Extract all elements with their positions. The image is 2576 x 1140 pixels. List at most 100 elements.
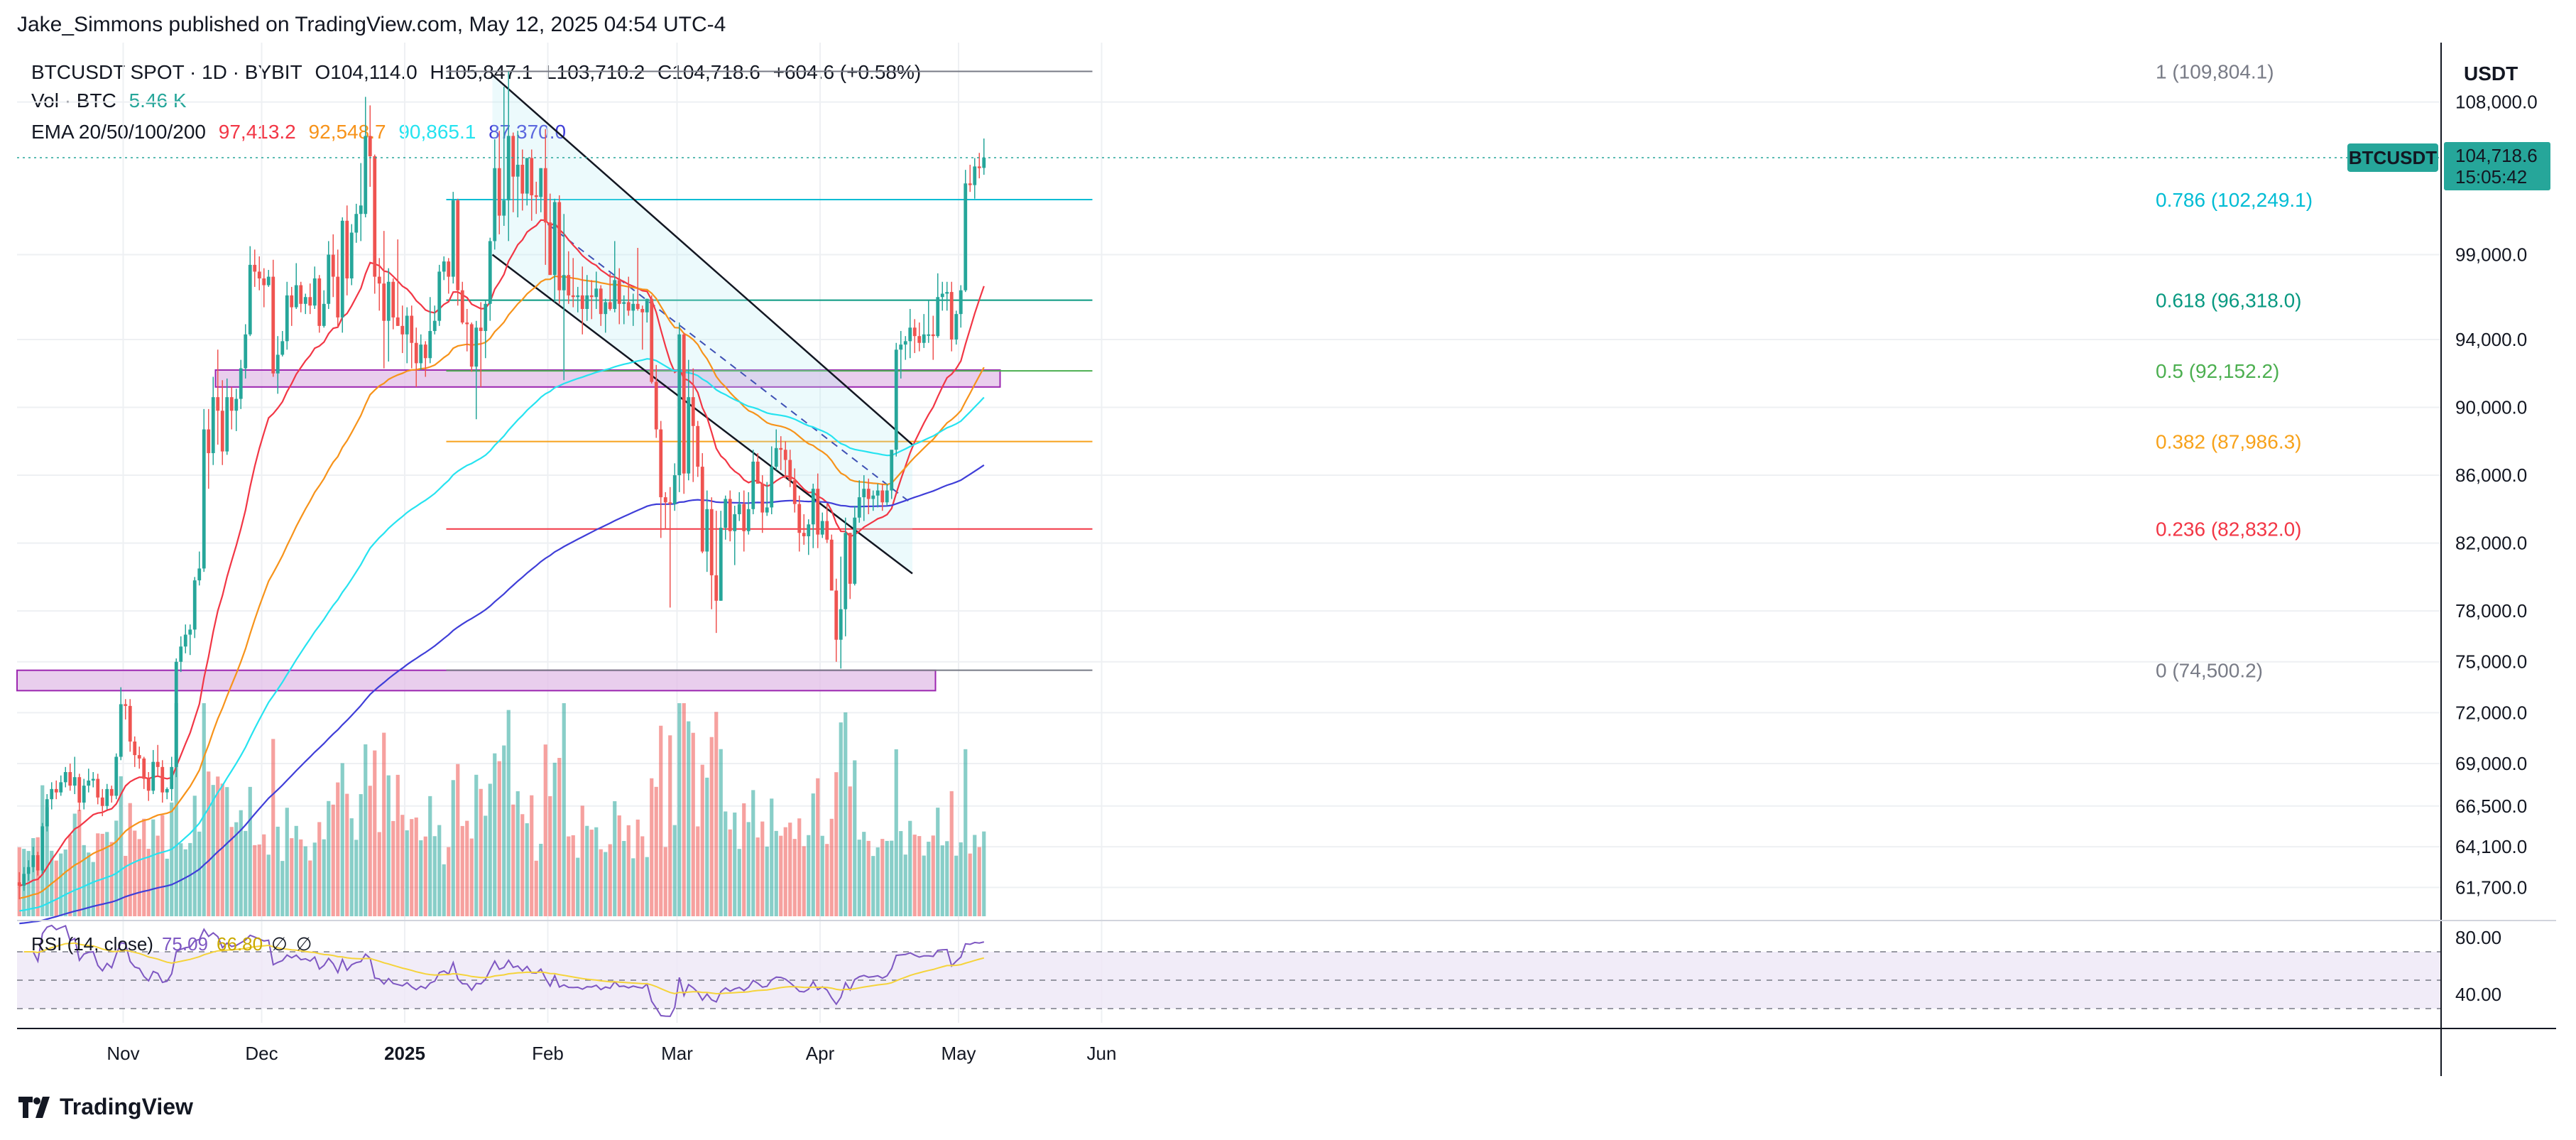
- candle-body: [54, 788, 58, 793]
- candle-body: [322, 303, 326, 326]
- candle-body: [659, 429, 663, 498]
- candle-body: [668, 502, 672, 504]
- volume-bar: [142, 818, 146, 916]
- volume-bar: [834, 772, 839, 916]
- candle-body: [737, 504, 741, 514]
- volume-bar: [414, 817, 418, 916]
- candle-body: [682, 334, 686, 474]
- tradingview-mark-icon: [18, 1096, 50, 1118]
- legend-ema200: 87,370.0: [489, 121, 567, 143]
- candle-body: [599, 288, 603, 315]
- volume-bar: [520, 814, 525, 916]
- candle-body: [368, 136, 372, 157]
- candle-body: [220, 411, 224, 452]
- legend-symbol[interactable]: BTCUSDT SPOT · 1D · BYBIT: [31, 61, 302, 83]
- ema100-line: [19, 358, 985, 912]
- candle-body: [207, 429, 211, 453]
- volume-bar: [395, 774, 400, 916]
- candle-body: [571, 295, 575, 298]
- candle-body: [465, 322, 469, 325]
- candle-body: [354, 214, 359, 233]
- candle-body: [576, 295, 580, 298]
- time-tick-label: Nov: [107, 1043, 139, 1064]
- currency-label[interactable]: USDT: [2464, 63, 2518, 85]
- volume-bar: [100, 833, 104, 916]
- rsi-legend: RSI (14, close) 75.09 66.80 ∅ ∅: [31, 933, 312, 955]
- candle-body: [336, 276, 340, 317]
- volume-bar: [894, 749, 898, 916]
- candle-body: [691, 397, 695, 426]
- ema50-line: [19, 275, 985, 899]
- volume-bar: [391, 820, 395, 916]
- price-tick-label: 99,000.0: [2455, 244, 2527, 266]
- volume-bar: [848, 786, 852, 916]
- volume-bar: [705, 777, 709, 916]
- legend-volume[interactable]: Vol · BTC 5.46 K: [31, 89, 194, 112]
- volume-bar: [792, 839, 797, 916]
- candle-body: [414, 342, 418, 364]
- volume-bar: [497, 761, 501, 916]
- candle-body: [275, 354, 280, 374]
- candle-body: [502, 200, 506, 216]
- volume-bar: [580, 805, 584, 916]
- volume-bar: [816, 778, 820, 916]
- volume-bar: [880, 839, 885, 916]
- volume-bar: [927, 842, 931, 916]
- volume-bar: [931, 835, 935, 916]
- legend-vol-value: 5.46 K: [129, 89, 187, 112]
- candle-body: [280, 341, 285, 355]
- volume-bar: [709, 737, 714, 916]
- candle-body: [63, 771, 67, 783]
- candle-body: [871, 495, 875, 499]
- volume-bar: [631, 858, 635, 916]
- candle-body: [155, 761, 160, 767]
- candle-body: [783, 450, 787, 460]
- volume-bar: [866, 840, 871, 916]
- volume-bar: [303, 846, 307, 916]
- candle-body: [91, 778, 95, 781]
- candle-body: [105, 788, 109, 806]
- candle-body: [672, 475, 677, 504]
- volume-bar: [229, 827, 234, 916]
- candle-body: [488, 241, 492, 304]
- candle-body: [248, 264, 252, 335]
- candle-body: [724, 499, 728, 528]
- candle-body: [50, 788, 54, 800]
- candle-body: [451, 200, 455, 277]
- candle-body: [797, 504, 802, 533]
- candle-body: [395, 317, 400, 326]
- volume-bar: [922, 855, 926, 916]
- candle-body: [474, 327, 479, 367]
- publisher-line: Jake_Simmons published on TradingView.co…: [17, 13, 726, 36]
- volume-bar: [377, 832, 381, 916]
- candle-body: [137, 755, 141, 759]
- volume-bar: [626, 825, 631, 916]
- volume-bar: [493, 753, 497, 916]
- candle-body: [410, 315, 414, 343]
- legend-ema[interactable]: EMA 20/50/100/200 97,413.2 92,548.7 90,8…: [31, 121, 573, 143]
- volume-bar: [290, 838, 294, 916]
- candle-body: [825, 521, 829, 540]
- volume-bar: [137, 839, 141, 916]
- candle-body: [733, 514, 737, 531]
- candle-body: [894, 349, 898, 450]
- candle-body: [885, 490, 889, 503]
- volume-bar: [82, 845, 86, 916]
- volume-bar: [354, 840, 359, 916]
- tradingview-logo[interactable]: TradingView: [18, 1094, 193, 1120]
- candle-body: [903, 341, 907, 345]
- volume-bar: [571, 835, 575, 916]
- volume-bar: [151, 819, 155, 916]
- volume-bar: [96, 833, 100, 916]
- price-tick-label: 64,100.0: [2455, 836, 2527, 857]
- volume-bar: [885, 840, 889, 916]
- price-tick-label: 90,000.0: [2455, 396, 2527, 418]
- volume-bar: [862, 832, 866, 916]
- volume-bar: [128, 803, 132, 916]
- volume-bar: [105, 832, 109, 916]
- candle-body: [580, 295, 584, 309]
- candle-body: [802, 533, 806, 537]
- volume-bar: [968, 853, 972, 916]
- time-tick-label: Feb: [532, 1043, 564, 1064]
